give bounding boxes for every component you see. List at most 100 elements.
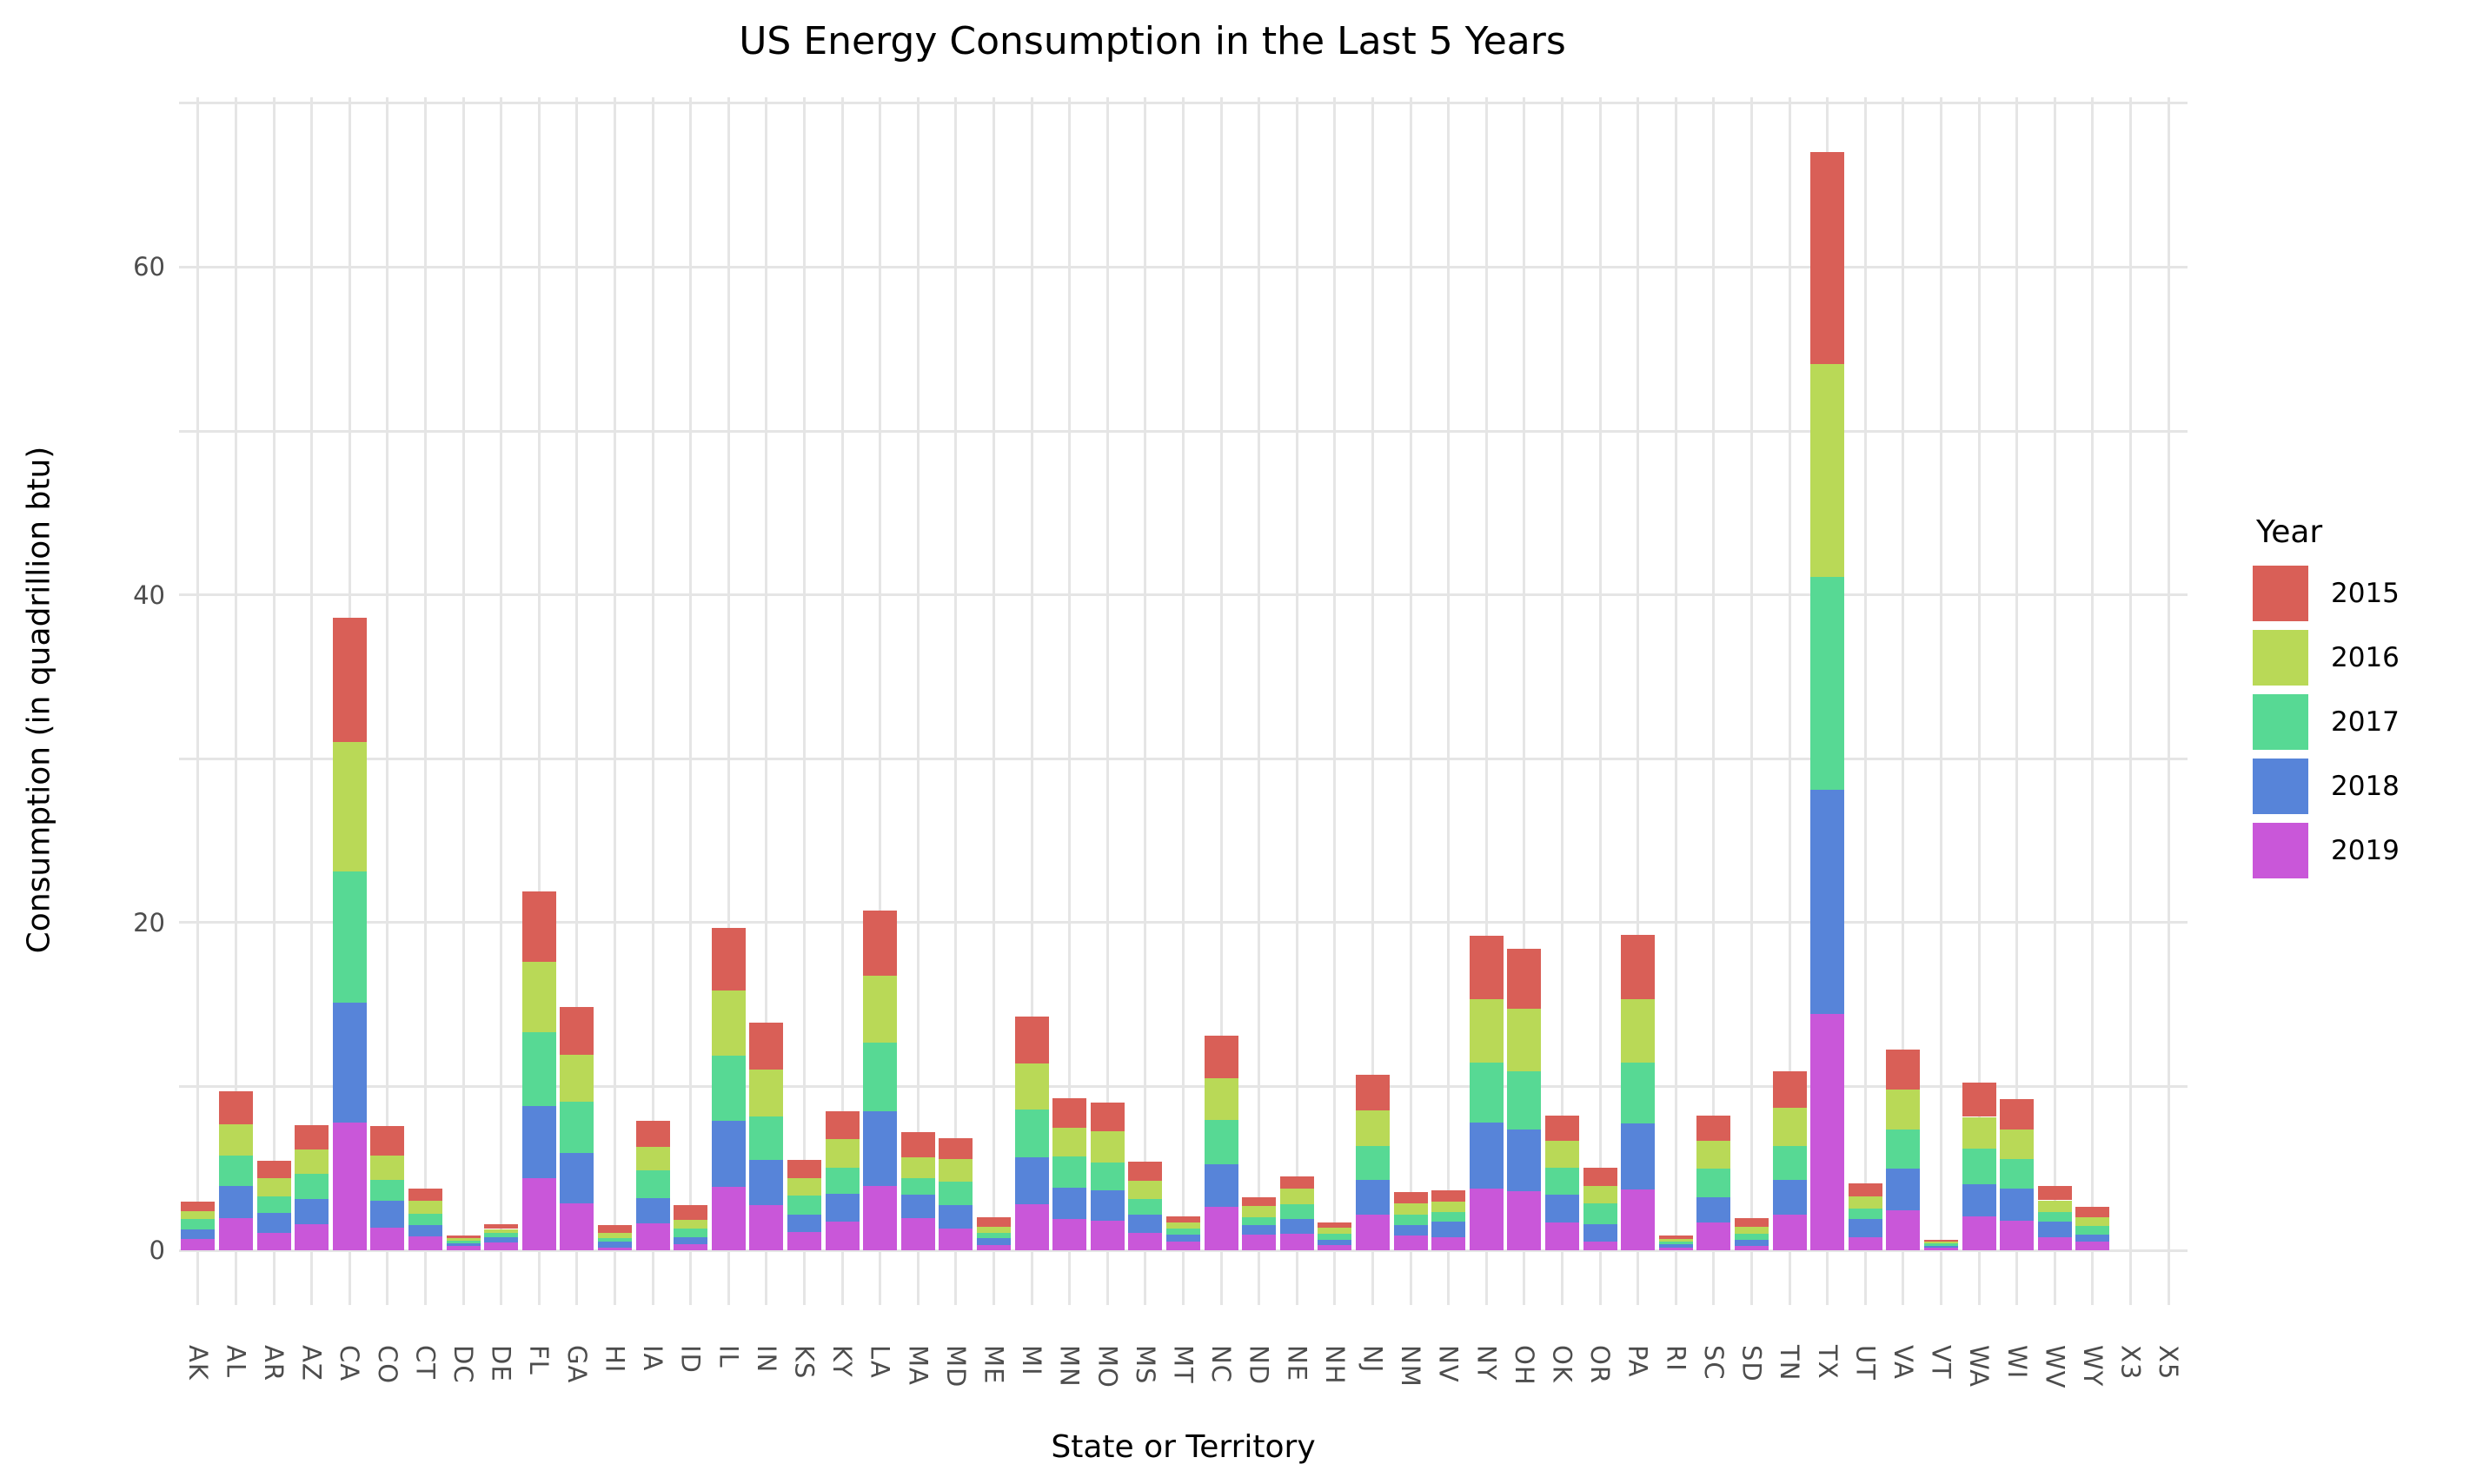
- bar-segment-LA-2016: [863, 976, 898, 1043]
- v-gridline-PA: [1637, 97, 1640, 1305]
- legend: Year 2015 2016 2017 2018 2019: [2253, 514, 2400, 887]
- x-tick-label-MD: MD: [940, 1345, 971, 1388]
- bar-segment-WI-2017: [2000, 1158, 2035, 1189]
- bar-segment-VT-2017: [1924, 1243, 1959, 1246]
- x-tick-label-GA: GA: [561, 1345, 592, 1384]
- bar-SD: [1735, 1218, 1769, 1250]
- bar-AR: [256, 1161, 291, 1250]
- bar-segment-MS-2016: [1128, 1181, 1163, 1200]
- bar-segment-OR-2016: [1583, 1185, 1617, 1204]
- x-tick-label-FL: FL: [524, 1345, 554, 1375]
- v-gridline-WY: [2091, 97, 2095, 1305]
- v-gridline-DC: [461, 97, 465, 1305]
- x-tick-label-SC: SC: [1698, 1345, 1729, 1381]
- bar-segment-MO-2019: [1090, 1220, 1125, 1250]
- bar-segment-DC-2017: [446, 1240, 481, 1243]
- v-gridline-SC: [1712, 97, 1716, 1305]
- bar-segment-MD-2019: [939, 1228, 973, 1250]
- bar-segment-TX-2017: [1810, 576, 1845, 791]
- x-tick-label-CT: CT: [410, 1345, 441, 1380]
- chart-title: US Energy Consumption in the Last 5 Year…: [739, 19, 1566, 63]
- bar-segment-SD-2016: [1735, 1227, 1769, 1234]
- bar-segment-CT-2017: [408, 1213, 442, 1226]
- v-gridline-OR: [1598, 97, 1602, 1305]
- bar-segment-NV-2015: [1431, 1190, 1466, 1202]
- bar-segment-MA-2016: [900, 1156, 935, 1178]
- v-gridline-NV: [1447, 97, 1451, 1305]
- bar-AL: [218, 1091, 253, 1250]
- x-tick-label-AK: AK: [183, 1345, 213, 1381]
- v-gridline-GA: [575, 97, 579, 1305]
- bar-segment-SD-2015: [1735, 1218, 1769, 1228]
- bar-segment-ND-2017: [1242, 1217, 1277, 1225]
- bar-segment-CA-2015: [332, 618, 367, 743]
- bar-segment-KY-2019: [825, 1222, 860, 1250]
- bar-segment-MS-2019: [1128, 1232, 1163, 1250]
- v-gridline-SD: [1750, 97, 1754, 1305]
- bar-NV: [1431, 1190, 1466, 1250]
- bar-segment-MI-2015: [1014, 1017, 1049, 1063]
- bar-segment-ND-2018: [1242, 1224, 1277, 1236]
- bar-segment-TX-2018: [1810, 790, 1845, 1015]
- bar-segment-CT-2015: [408, 1188, 442, 1202]
- bar-segment-MN-2017: [1052, 1156, 1087, 1188]
- bar-segment-VA-2017: [1886, 1130, 1921, 1169]
- bar-segment-MA-2017: [900, 1177, 935, 1196]
- bar-segment-AZ-2015: [295, 1124, 329, 1150]
- bar-segment-VT-2016: [1924, 1242, 1959, 1244]
- x-tick-label-ME: ME: [979, 1345, 1009, 1385]
- v-gridline-ND: [1258, 97, 1261, 1305]
- x-tick-label-NM: NM: [1396, 1345, 1426, 1388]
- x-tick-label-WY: WY: [2077, 1345, 2108, 1388]
- legend-entry-2016: 2016: [2253, 630, 2400, 686]
- bar-segment-SC-2018: [1696, 1196, 1731, 1223]
- bar-segment-IA-2019: [635, 1223, 670, 1250]
- bar-segment-RI-2016: [1658, 1238, 1693, 1242]
- bar-segment-WY-2017: [2075, 1225, 2110, 1235]
- x-tick-label-KS: KS: [789, 1345, 820, 1380]
- bar-segment-NJ-2016: [1356, 1110, 1391, 1147]
- bar-segment-PA-2019: [1621, 1189, 1656, 1250]
- v-gridline-AZ: [310, 97, 314, 1305]
- bar-segment-WA-2016: [1962, 1116, 1996, 1149]
- v-gridline-X3: [2129, 97, 2133, 1305]
- x-tick-label-MO: MO: [1092, 1345, 1123, 1388]
- bar-segment-IL-2016: [711, 990, 746, 1057]
- bar-segment-GA-2017: [560, 1102, 594, 1154]
- bar-segment-CO-2019: [370, 1227, 405, 1250]
- x-tick-label-MA: MA: [903, 1345, 933, 1386]
- bar-segment-WA-2019: [1962, 1216, 1996, 1250]
- legend-swatch-2018: [2253, 759, 2308, 814]
- v-gridline-VA: [1902, 97, 1905, 1305]
- v-gridline-VT: [1940, 97, 1943, 1305]
- v-gridline-IN: [765, 97, 768, 1305]
- bar-segment-VT-2019: [1924, 1248, 1959, 1250]
- bar-segment-MS-2015: [1128, 1161, 1163, 1182]
- bar-segment-PA-2017: [1621, 1063, 1656, 1124]
- bar-segment-LA-2015: [863, 910, 898, 977]
- y-tick-label-20: 20: [133, 907, 165, 937]
- v-gridline-HI: [613, 97, 616, 1305]
- bar-segment-AZ-2017: [295, 1173, 329, 1200]
- bar-segment-MO-2017: [1090, 1162, 1125, 1190]
- bar-segment-UT-2017: [1848, 1208, 1882, 1220]
- bar-segment-NH-2019: [1318, 1244, 1352, 1250]
- bar-segment-SD-2017: [1735, 1233, 1769, 1240]
- bar-segment-ME-2017: [976, 1232, 1011, 1239]
- bar-segment-IL-2017: [711, 1056, 746, 1122]
- x-tick-label-TX: TX: [1812, 1345, 1842, 1380]
- x-tick-label-TN: TN: [1775, 1345, 1805, 1381]
- bar-segment-MT-2015: [1166, 1216, 1200, 1223]
- bar-segment-CO-2017: [370, 1179, 405, 1202]
- v-gridline-AK: [196, 97, 200, 1305]
- bar-segment-AR-2018: [256, 1213, 291, 1233]
- bar-segment-KS-2017: [787, 1196, 821, 1215]
- bar-segment-MA-2019: [900, 1218, 935, 1250]
- v-gridline-NJ: [1371, 97, 1375, 1305]
- bar-segment-OH-2015: [1507, 948, 1542, 1010]
- y-axis-title: Consumption (in quadrillion btu): [21, 446, 57, 954]
- bar-WV: [2037, 1186, 2072, 1250]
- bar-segment-TN-2015: [1772, 1070, 1807, 1109]
- bar-segment-IA-2016: [635, 1146, 670, 1171]
